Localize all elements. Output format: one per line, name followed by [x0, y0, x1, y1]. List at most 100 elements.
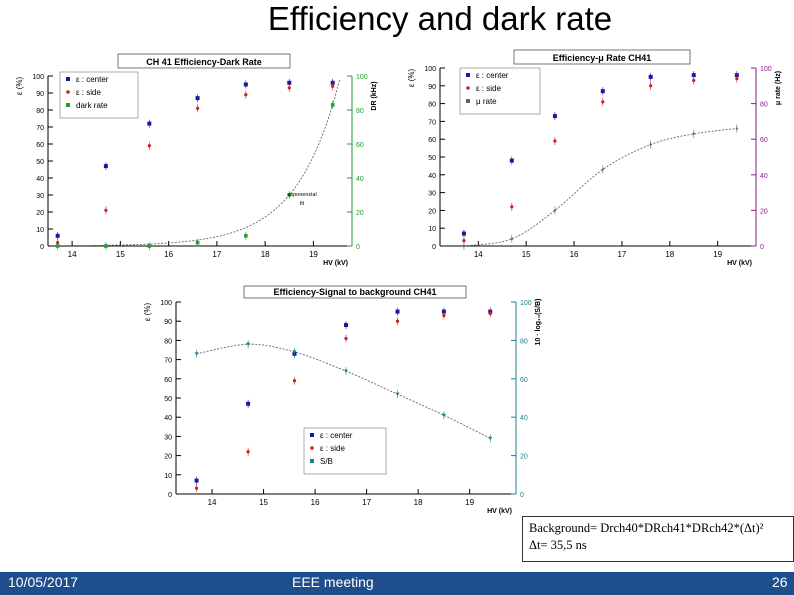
legend-label: ε : center	[476, 71, 509, 80]
y2-tick-label: 80	[760, 102, 768, 109]
legend-marker-center	[310, 433, 314, 437]
y-tick-label: 30	[36, 193, 44, 200]
y-tick-label: 60	[428, 137, 436, 144]
y-tick-label: 100	[32, 74, 44, 81]
fit-curve	[196, 343, 491, 439]
legend-box	[59, 71, 139, 119]
y2-tick-label: 0	[356, 244, 360, 251]
y-tick-label: 70	[36, 125, 44, 132]
x-tick-label: 14	[474, 250, 483, 259]
y-tick-label: 50	[164, 396, 172, 403]
y2-tick-label: 40	[520, 415, 528, 422]
chart-title-box	[513, 49, 691, 65]
x-tick-label: 15	[116, 250, 125, 259]
y-tick-label: 70	[428, 119, 436, 126]
y-tick-label: 50	[36, 159, 44, 166]
y-tick-label: 90	[428, 84, 436, 91]
background-formula: Background= Drch40*DRch41*DRch42*(Δt)²	[529, 521, 764, 535]
legend-label: μ rate	[476, 97, 497, 106]
legend-marker-center	[66, 77, 70, 81]
y-axis-label: ε (%)	[15, 77, 24, 96]
legend-marker-center	[466, 73, 470, 77]
y-tick-label: 50	[428, 155, 436, 162]
y-tick-label: 60	[36, 142, 44, 149]
legend-label: ε : side	[476, 84, 501, 93]
y2-tick-label: 20	[356, 210, 364, 217]
fit-annotation: fit	[300, 201, 305, 207]
y-tick-label: 30	[428, 191, 436, 198]
y-tick-label: 100	[160, 300, 172, 307]
x-tick-label: 19	[309, 250, 318, 259]
y-tick-label: 20	[164, 454, 172, 461]
y2-tick-label: 0	[760, 244, 764, 251]
delta-t-value: Δt= 35,5 ns	[529, 538, 587, 552]
y-tick-label: 10	[164, 473, 172, 480]
x-tick-label: 16	[311, 498, 320, 507]
x-tick-label: 17	[362, 498, 371, 507]
y2-tick-label: 100	[520, 300, 532, 307]
x-tick-label: 15	[522, 250, 531, 259]
chart-title: Efficiency-μ Rate CH41	[553, 53, 652, 63]
y2-axis-label: DR (kHz)	[371, 81, 378, 110]
x-tick-label: 18	[261, 250, 270, 259]
y-tick-label: 70	[164, 358, 172, 365]
x-tick-label: 18	[665, 250, 674, 259]
x-tick-label: 16	[164, 250, 173, 259]
chart-title-box	[243, 285, 467, 299]
x-tick-label: 19	[465, 498, 474, 507]
y2-tick-label: 20	[520, 454, 528, 461]
x-tick-label: 14	[208, 498, 217, 507]
y2-tick-label: 100	[760, 66, 772, 73]
chart-efficiency-signal-background: Efficiency-Signal to background CH41 14 15…	[143, 285, 542, 515]
y2-tick-label: 80	[520, 338, 528, 345]
y2-axis-label: 10 · log₁₀(S/B)	[535, 299, 542, 346]
x-tick-label: 17	[617, 250, 626, 259]
footer-page-number: 26	[772, 574, 788, 590]
y-tick-label: 80	[164, 338, 172, 345]
fit-curve	[463, 128, 737, 247]
legend-label: dark rate	[76, 101, 108, 110]
legend-box	[459, 67, 541, 115]
y-tick-label: 90	[164, 319, 172, 326]
x-tick-label: 16	[570, 250, 579, 259]
fit-curve	[77, 78, 341, 247]
legend-label: S/B	[320, 457, 333, 466]
legend-marker-side	[310, 446, 314, 450]
background-formula-box: Background= Drch40*DRch41*DRch42*(Δt)² Δ…	[522, 516, 794, 562]
x-axis-label: HV (kV)	[323, 260, 348, 267]
y-tick-label: 80	[428, 102, 436, 109]
slide-title: Efficiency and dark rate	[267, 0, 613, 37]
legend-marker-third	[310, 459, 314, 463]
y-tick-label: 10	[36, 227, 44, 234]
y-tick-label: 20	[36, 210, 44, 217]
chart-efficiency-mu-rate: Efficiency-μ Rate CH41 14 15 16 17 18 19 0 10 20 3…	[407, 49, 782, 267]
footer-date: 10/05/2017	[8, 574, 79, 590]
x-tick-label: 14	[68, 250, 77, 259]
y-tick-label: 20	[428, 208, 436, 215]
y2-tick-label: 40	[356, 176, 364, 183]
y-tick-label: 40	[164, 415, 172, 422]
y2-tick-label: 20	[760, 208, 768, 215]
x-tick-label: 17	[212, 250, 221, 259]
y2-tick-label: 0	[520, 492, 524, 499]
y-axis-label: ε (%)	[143, 303, 152, 322]
y-tick-label: 90	[36, 91, 44, 98]
y-tick-label: 80	[36, 108, 44, 115]
y-tick-label: 0	[432, 244, 436, 251]
x-tick-label: 15	[259, 498, 268, 507]
chart-efficiency-dark-rate: CH 41 Efficiency-Dark Rate 14 15 16 17 18 19 0 1…	[15, 53, 378, 267]
legend-marker-third	[466, 99, 470, 103]
y2-tick-label: 60	[520, 377, 528, 384]
footer-bar: 10/05/2017 EEE meeting 26	[0, 572, 794, 595]
y-axis-label: ε (%)	[407, 69, 416, 88]
chart-title: Efficiency-Signal to background CH41	[273, 287, 436, 297]
y2-axis-label: μ rate (Hz)	[775, 71, 782, 105]
y2-tick-label: 60	[356, 142, 364, 149]
legend-marker-third	[66, 103, 70, 107]
y-tick-label: 0	[40, 244, 44, 251]
x-tick-label: 18	[414, 498, 423, 507]
y-tick-label: 10	[428, 226, 436, 233]
y2-tick-label: 40	[760, 173, 768, 180]
chart-title: CH 41 Efficiency-Dark Rate	[146, 57, 262, 67]
x-axis-label: HV (kV)	[487, 508, 512, 515]
